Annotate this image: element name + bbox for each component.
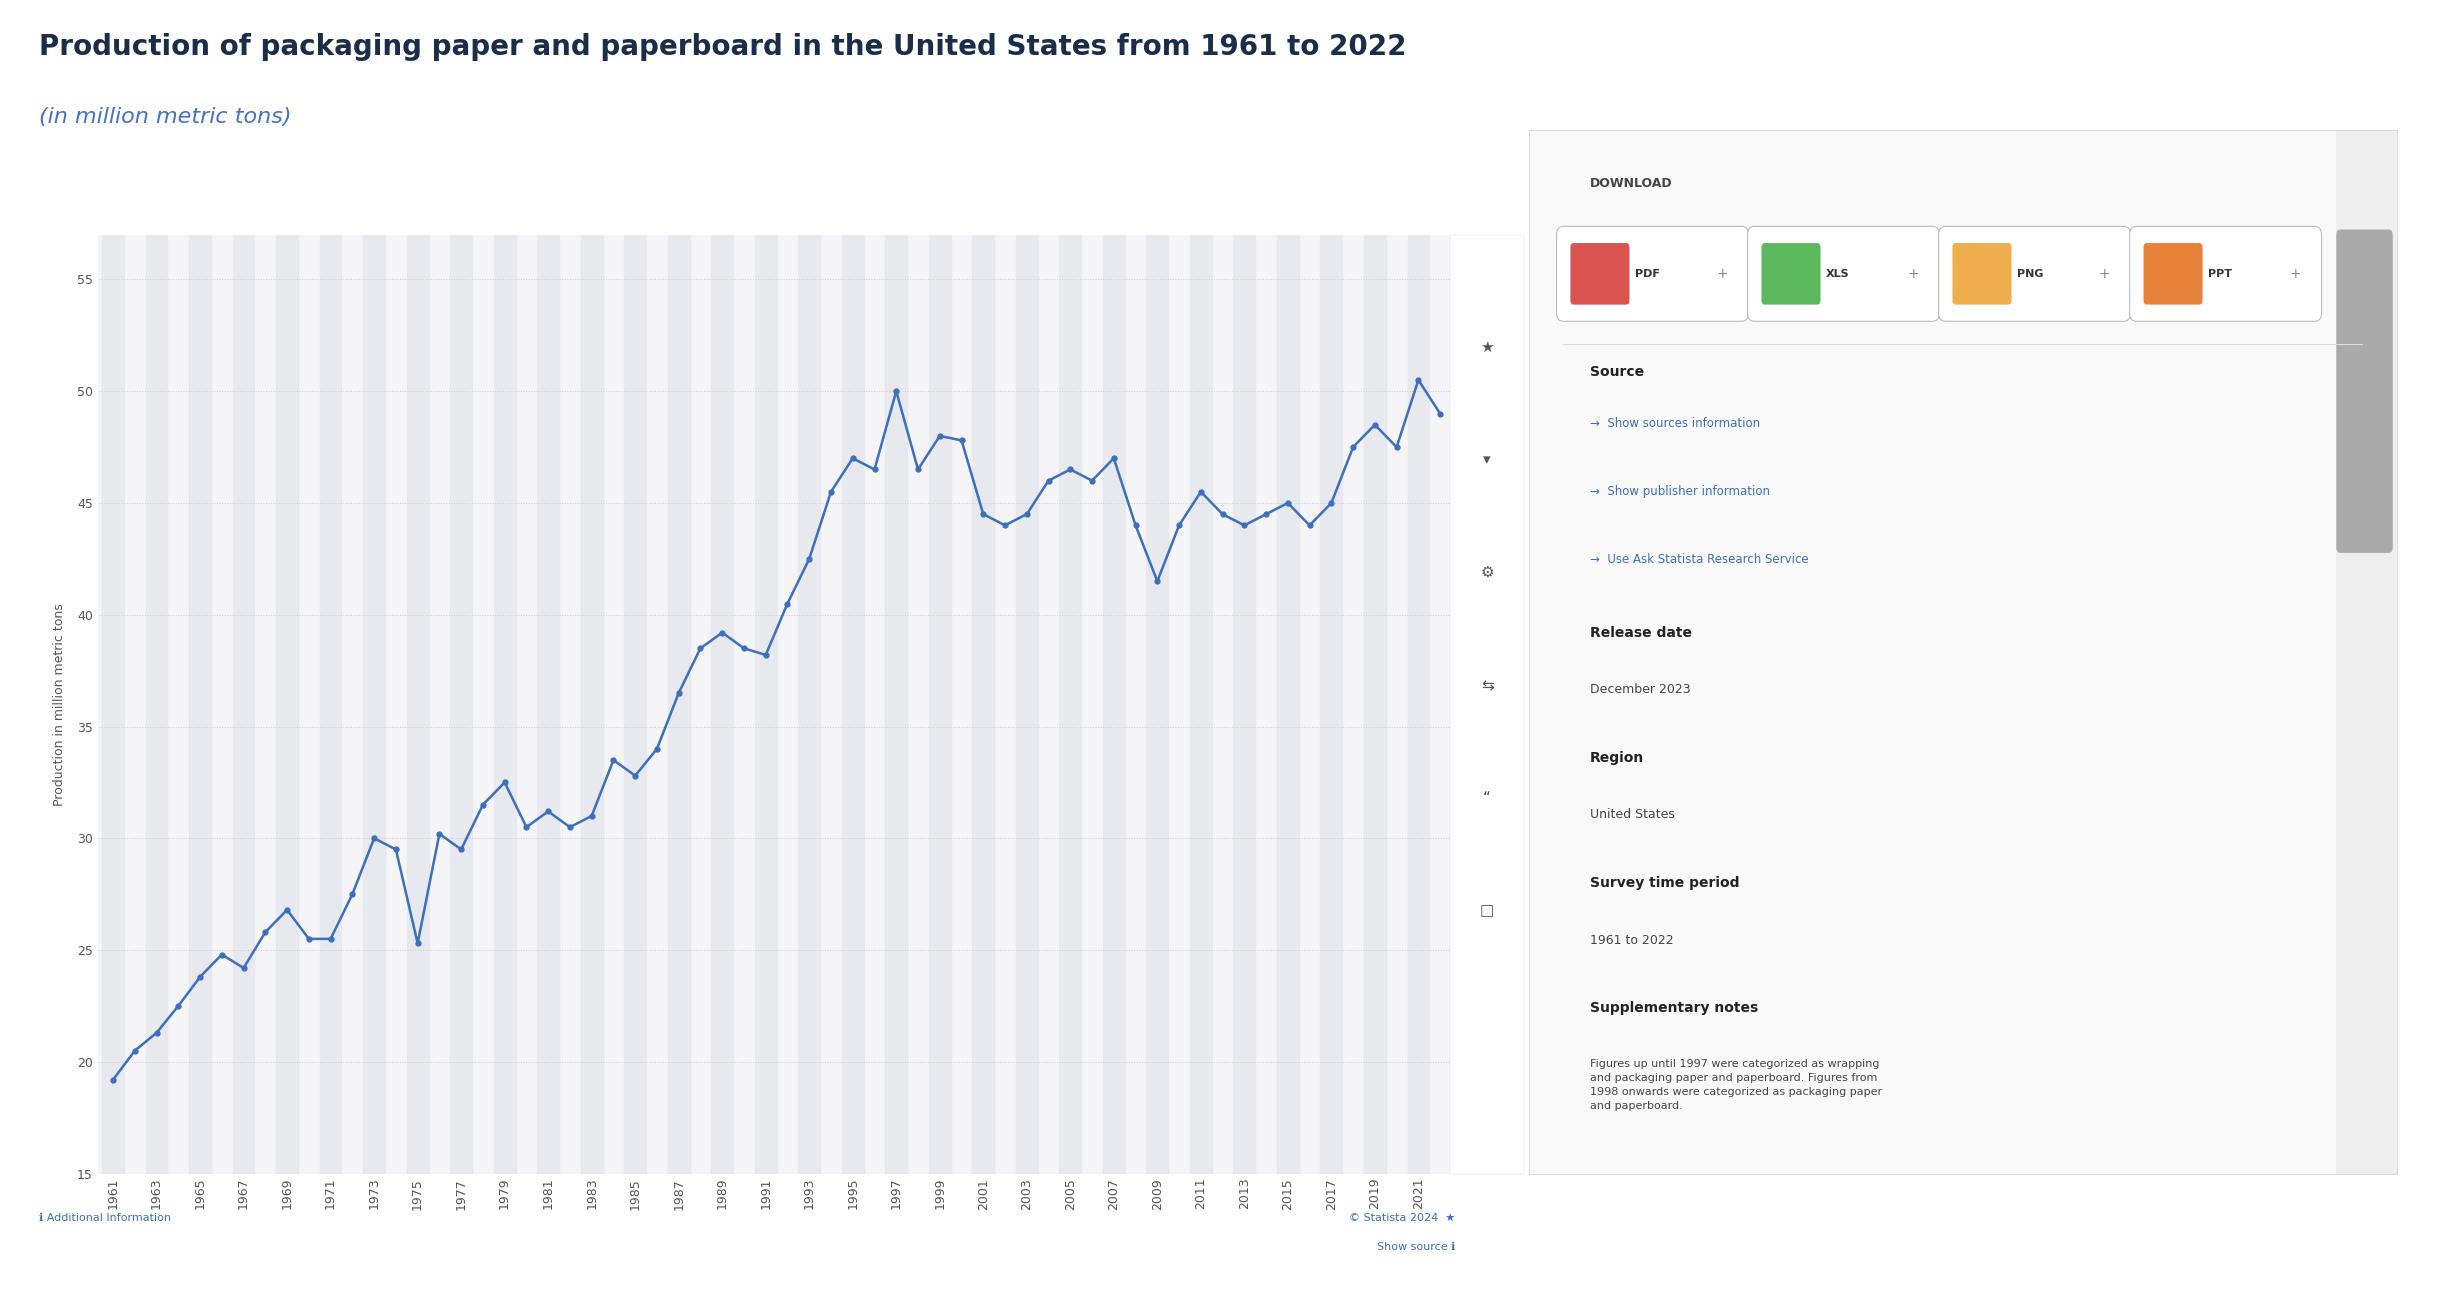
- Text: →  Show sources information: → Show sources information: [1590, 417, 1759, 430]
- FancyBboxPatch shape: [1952, 243, 2011, 305]
- Bar: [756, 235, 775, 1174]
- FancyBboxPatch shape: [1556, 227, 1749, 321]
- Text: Survey time period: Survey time period: [1590, 876, 1739, 891]
- Bar: [1015, 235, 1037, 1174]
- Text: Supplementary notes: Supplementary notes: [1590, 1001, 1759, 1016]
- Text: +: +: [1908, 267, 1920, 280]
- Bar: [1103, 235, 1125, 1174]
- Text: ⇆: ⇆: [1480, 678, 1495, 692]
- Bar: [624, 235, 646, 1174]
- FancyBboxPatch shape: [1746, 227, 1940, 321]
- FancyBboxPatch shape: [1761, 243, 1820, 305]
- Text: Region: Region: [1590, 751, 1644, 765]
- Bar: [1233, 235, 1255, 1174]
- Bar: [147, 235, 166, 1174]
- Text: Source: Source: [1590, 365, 1644, 379]
- Bar: [885, 235, 907, 1174]
- Text: +: +: [2099, 267, 2111, 280]
- Bar: [538, 235, 560, 1174]
- Text: PNG: PNG: [2018, 269, 2042, 279]
- Text: December 2023: December 2023: [1590, 683, 1690, 696]
- Bar: [1406, 235, 1428, 1174]
- Text: →  Use Ask Statista Research Service: → Use Ask Statista Research Service: [1590, 553, 1808, 566]
- Bar: [364, 235, 384, 1174]
- Text: →  Show publisher information: → Show publisher information: [1590, 485, 1768, 498]
- Bar: [1277, 235, 1299, 1174]
- Text: ▾: ▾: [1482, 452, 1492, 468]
- Text: +: +: [2289, 267, 2302, 280]
- Bar: [841, 235, 863, 1174]
- FancyBboxPatch shape: [2143, 243, 2201, 305]
- Text: +: +: [1717, 267, 1729, 280]
- Bar: [232, 235, 254, 1174]
- FancyBboxPatch shape: [1570, 243, 1629, 305]
- Bar: [276, 235, 298, 1174]
- FancyBboxPatch shape: [2336, 130, 2397, 1174]
- Text: Figures up until 1997 were categorized as wrapping
and packaging paper and paper: Figures up until 1997 were categorized a…: [1590, 1059, 1881, 1111]
- Text: United States: United States: [1590, 808, 1676, 822]
- Bar: [103, 235, 125, 1174]
- Text: ℹ Additional Information: ℹ Additional Information: [39, 1213, 171, 1223]
- Bar: [668, 235, 690, 1174]
- Text: PDF: PDF: [1634, 269, 1658, 279]
- Bar: [1189, 235, 1211, 1174]
- Bar: [712, 235, 734, 1174]
- Text: XLS: XLS: [1825, 269, 1849, 279]
- Bar: [494, 235, 516, 1174]
- Text: Show source ℹ: Show source ℹ: [1377, 1241, 1455, 1252]
- Text: □: □: [1480, 904, 1495, 918]
- Text: © Statista 2024  ★: © Statista 2024 ★: [1350, 1213, 1455, 1223]
- Text: (in million metric tons): (in million metric tons): [39, 107, 291, 126]
- Bar: [580, 235, 602, 1174]
- FancyBboxPatch shape: [2336, 230, 2392, 553]
- Bar: [188, 235, 210, 1174]
- Text: Release date: Release date: [1590, 626, 1693, 640]
- Text: DOWNLOAD: DOWNLOAD: [1590, 177, 1673, 190]
- Bar: [450, 235, 472, 1174]
- Bar: [406, 235, 428, 1174]
- Bar: [974, 235, 993, 1174]
- Bar: [797, 235, 819, 1174]
- Bar: [1321, 235, 1343, 1174]
- FancyBboxPatch shape: [1940, 227, 2130, 321]
- FancyBboxPatch shape: [2130, 227, 2321, 321]
- Text: ★: ★: [1480, 340, 1495, 355]
- Text: ⚙: ⚙: [1480, 565, 1495, 580]
- Bar: [1147, 235, 1169, 1174]
- Bar: [1365, 235, 1387, 1174]
- Bar: [320, 235, 342, 1174]
- Text: Production of packaging paper and paperboard in the United States from 1961 to 2: Production of packaging paper and paperb…: [39, 33, 1406, 60]
- Text: PPT: PPT: [2209, 269, 2231, 279]
- Bar: [1059, 235, 1081, 1174]
- Text: 1961 to 2022: 1961 to 2022: [1590, 934, 1673, 947]
- Y-axis label: Production in million metric tons: Production in million metric tons: [54, 602, 66, 806]
- Bar: [929, 235, 951, 1174]
- Text: “: “: [1482, 790, 1492, 806]
